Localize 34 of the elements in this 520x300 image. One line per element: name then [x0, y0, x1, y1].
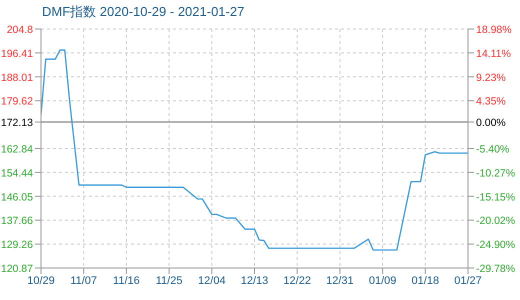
x-tick-label: 12/13	[240, 274, 268, 287]
y2-tick-label: -5.40%	[476, 144, 510, 156]
y-tick-label: 146.05	[0, 191, 34, 204]
y-tick-label: 162.84	[0, 143, 34, 156]
y2-tick-label: 0.00%	[476, 117, 506, 130]
y2-tick-label: -29.78%	[476, 263, 516, 275]
x-tick-label: 12/04	[198, 274, 226, 287]
x-tick-label: 11/16	[113, 274, 140, 287]
y2-tick-label: -10.27%	[476, 167, 516, 180]
y-tick-label: 196.41	[0, 48, 34, 60]
y2-tick-label: 9.23%	[476, 72, 506, 84]
y-tick-label: 154.44	[0, 167, 34, 180]
y-tick-label: 129.26	[0, 239, 34, 252]
y2-tick-label: -24.90%	[476, 239, 516, 252]
y2-tick-label: -20.02%	[476, 215, 516, 228]
y-tick-label: 204.8	[6, 24, 34, 36]
x-tick-label: 10/29	[27, 274, 55, 287]
x-tick-label: 12/31	[326, 274, 354, 287]
y-tick-label: 137.66	[0, 215, 34, 228]
chart-title: DMF指数 2020-10-29 - 2021-01-27	[42, 3, 244, 21]
x-tick-label: 01/27	[454, 274, 482, 287]
y2-tick-label: 4.35%	[476, 96, 506, 108]
y-tick-label: 120.87	[0, 263, 34, 275]
y-tick-label: 188.01	[0, 72, 34, 84]
x-tick-label: 01/09	[368, 274, 396, 287]
x-tick-label: 01/18	[412, 274, 440, 287]
x-tick-label: 12/22	[283, 274, 311, 287]
y2-tick-label: -15.15%	[476, 191, 516, 204]
y2-tick-label: 18.98%	[476, 24, 512, 36]
y-tick-label: 172.13	[0, 117, 34, 130]
x-tick-label: 11/07	[70, 274, 98, 287]
y2-tick-label: 14.11%	[476, 48, 511, 60]
x-tick-label: 11/25	[156, 274, 182, 287]
y-tick-label: 179.62	[0, 96, 34, 108]
